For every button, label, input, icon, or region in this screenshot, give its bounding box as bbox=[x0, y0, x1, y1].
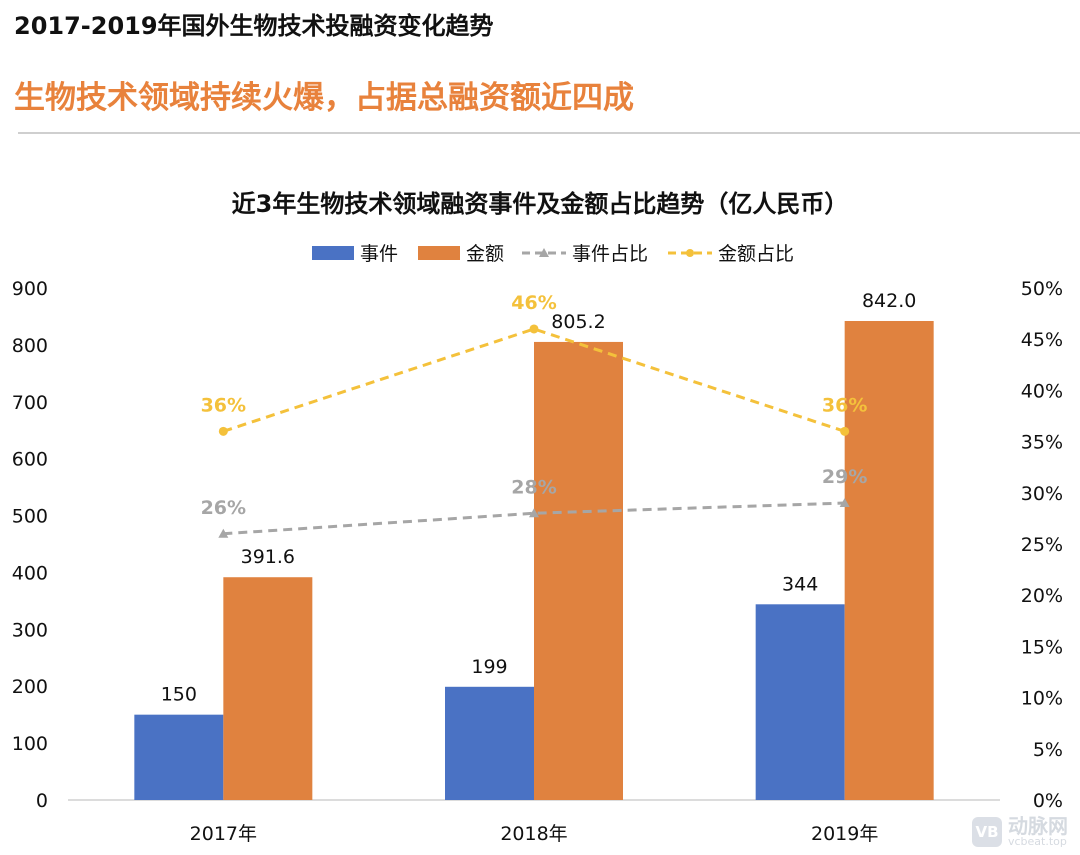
y-right-tick-label: 0% bbox=[1033, 790, 1063, 812]
y-right-tick-label: 40% bbox=[1021, 380, 1063, 402]
y-left-tick-label: 200 bbox=[12, 676, 48, 698]
page-subtitle: 生物技术领域持续火爆，占据总融资额近四成 bbox=[14, 80, 634, 116]
x-tick-label: 2018年 bbox=[500, 823, 567, 845]
y-right-tick-label: 30% bbox=[1021, 483, 1063, 505]
bar-amount bbox=[534, 341, 623, 800]
watermark: VB 动脉网 vcbeat.top bbox=[972, 816, 1068, 847]
y-left-tick-label: 800 bbox=[12, 335, 48, 357]
y-left-tick-label: 300 bbox=[12, 619, 48, 641]
y-right-tick-label: 10% bbox=[1021, 688, 1063, 710]
y-right-tick-label: 15% bbox=[1021, 636, 1063, 658]
line-amount-ratio bbox=[222, 327, 846, 433]
y-right-tick-label: 5% bbox=[1033, 739, 1063, 761]
y-left-tick-label: 0 bbox=[36, 790, 48, 812]
bar-data-label: 199 bbox=[471, 656, 507, 678]
line-marker bbox=[840, 426, 850, 436]
legend-swatch bbox=[418, 246, 460, 260]
line-data-label: 29% bbox=[822, 466, 867, 488]
page-title: 2017-2019年国外生物技术投融资变化趋势 bbox=[14, 12, 494, 40]
legend-marker bbox=[539, 248, 549, 257]
line-data-label: 36% bbox=[822, 394, 867, 416]
x-tick-label: 2019年 bbox=[811, 823, 878, 845]
legend-label: 事件占比 bbox=[572, 243, 648, 265]
y-left-tick-label: 900 bbox=[12, 278, 48, 300]
y-left-tick-label: 600 bbox=[12, 449, 48, 471]
line-data-label: 28% bbox=[511, 476, 556, 498]
line-marker bbox=[218, 528, 229, 538]
divider bbox=[18, 132, 1080, 134]
watermark-url: vcbeat.top bbox=[1008, 835, 1067, 848]
legend-marker bbox=[686, 249, 694, 257]
line-data-label: 36% bbox=[201, 394, 246, 416]
y-left-tick-label: 700 bbox=[12, 392, 48, 414]
watermark-name: 动脉网 bbox=[1008, 814, 1068, 838]
line-marker bbox=[839, 498, 850, 508]
line-marker bbox=[218, 426, 228, 436]
bar-events bbox=[755, 604, 845, 800]
y-left-tick-label: 500 bbox=[12, 506, 48, 528]
y-right-tick-label: 20% bbox=[1021, 585, 1063, 607]
legend-label: 金额占比 bbox=[718, 243, 794, 265]
vcbeat-logo-icon: VB bbox=[972, 816, 1002, 847]
line-marker bbox=[529, 324, 539, 334]
bar-data-label: 805.2 bbox=[551, 311, 605, 333]
line-data-label: 46% bbox=[511, 292, 556, 314]
bar-amount bbox=[223, 577, 313, 800]
line-data-label: 26% bbox=[201, 497, 246, 519]
y-right-tick-label: 45% bbox=[1021, 329, 1063, 351]
chart-title: 近3年生物技术领域融资事件及金额占比趋势（亿人民币） bbox=[231, 190, 849, 218]
y-right-tick-label: 25% bbox=[1021, 534, 1063, 556]
y-left-tick-label: 400 bbox=[12, 562, 48, 584]
bar-events bbox=[445, 686, 534, 800]
bar-data-label: 842.0 bbox=[862, 290, 916, 312]
bar-events bbox=[134, 714, 224, 800]
x-tick-label: 2017年 bbox=[190, 823, 257, 845]
line-marker bbox=[529, 508, 539, 518]
y-left-tick-label: 100 bbox=[12, 733, 48, 755]
legend-label: 事件 bbox=[360, 243, 398, 265]
y-right-tick-label: 50% bbox=[1021, 278, 1063, 300]
legend-swatch bbox=[312, 246, 354, 260]
bar-data-label: 391.6 bbox=[241, 546, 295, 568]
bar-data-label: 150 bbox=[161, 684, 197, 706]
line-events-ratio bbox=[223, 501, 845, 536]
bar-data-label: 344 bbox=[782, 573, 818, 595]
legend-label: 金额 bbox=[466, 243, 504, 265]
bar-amount bbox=[844, 320, 934, 800]
y-right-tick-label: 35% bbox=[1021, 432, 1063, 454]
